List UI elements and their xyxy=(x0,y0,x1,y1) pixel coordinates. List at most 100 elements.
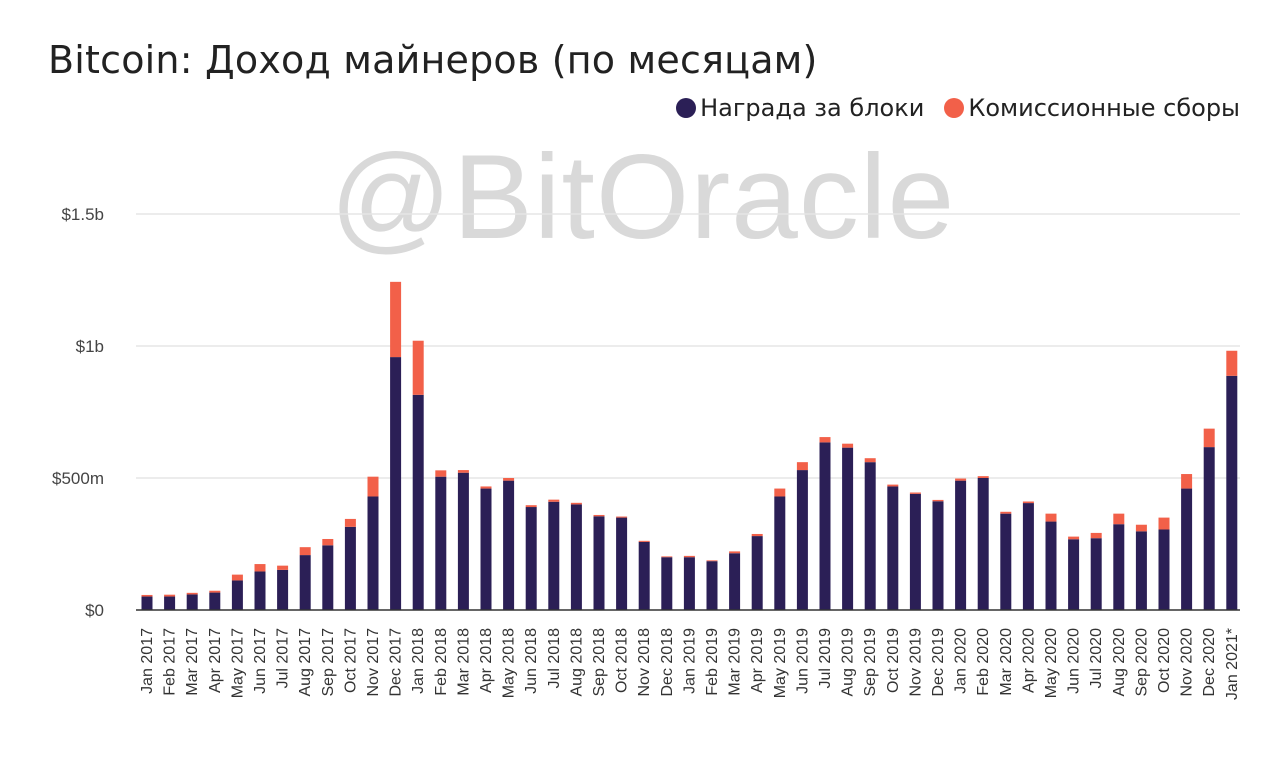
x-tick-label: Jan 2021* xyxy=(1224,628,1241,700)
bar-fees xyxy=(570,502,582,505)
x-tick-label: Apr 2017 xyxy=(207,628,224,693)
bar-fees xyxy=(254,564,266,572)
x-tick-label: Nov 2017 xyxy=(365,628,382,697)
bar-block-reward xyxy=(525,507,537,610)
bar-fees xyxy=(774,488,786,497)
bar-block-reward xyxy=(209,592,221,610)
y-tick-label: $0 xyxy=(85,601,104,620)
x-tick-label: Jan 2020 xyxy=(953,628,970,694)
x-tick-label: Sep 2019 xyxy=(862,628,879,697)
bar-block-reward xyxy=(503,480,515,610)
x-tick-label: Dec 2019 xyxy=(930,628,947,697)
x-tick-label: Sep 2020 xyxy=(1133,628,1150,697)
bar-fees xyxy=(977,476,989,478)
bar-block-reward xyxy=(593,516,605,610)
bar-block-reward xyxy=(616,517,628,610)
bar-fees xyxy=(367,476,379,497)
x-tick-label: May 2018 xyxy=(501,628,518,698)
bar-fees xyxy=(616,516,628,518)
x-tick-label: Aug 2019 xyxy=(840,628,857,697)
bar-block-reward xyxy=(638,541,650,610)
bar-fees xyxy=(864,458,876,463)
bar-fees xyxy=(164,594,176,597)
legend-swatch-fees xyxy=(944,98,965,118)
bar-fees xyxy=(661,556,673,558)
bar-block-reward xyxy=(1022,503,1034,610)
x-tick-label: Jul 2019 xyxy=(817,628,834,689)
bar-fees xyxy=(390,281,402,358)
x-tick-label: May 2020 xyxy=(1043,628,1060,698)
bar-fees xyxy=(1226,350,1238,376)
bar-block-reward xyxy=(1203,447,1215,610)
bar-block-reward xyxy=(480,488,492,610)
legend-item-block-reward: Награда за блоки xyxy=(676,94,924,122)
bar-block-reward xyxy=(909,493,921,610)
x-tick-label: Aug 2018 xyxy=(568,628,585,697)
bar-fees xyxy=(299,547,311,556)
bar-block-reward xyxy=(390,357,402,610)
bar-block-reward xyxy=(412,394,424,610)
x-tick-label: Oct 2017 xyxy=(342,628,359,693)
x-tick-label: Oct 2019 xyxy=(885,628,902,693)
bar-fees xyxy=(1203,428,1215,448)
bar-fees xyxy=(503,478,515,481)
bar-fees xyxy=(842,443,854,448)
bar-fees xyxy=(887,484,899,487)
bar-block-reward xyxy=(774,496,786,610)
bar-block-reward xyxy=(1181,488,1193,610)
bar-fees xyxy=(1158,517,1170,530)
x-tick-label: Jun 2017 xyxy=(252,628,269,694)
bar-block-reward xyxy=(864,462,876,610)
bar-fees xyxy=(1090,532,1102,539)
x-tick-label: Jul 2020 xyxy=(1088,628,1105,689)
bar-fees xyxy=(593,514,605,517)
bar-fees xyxy=(751,533,763,537)
legend-label-block-reward: Награда за блоки xyxy=(700,94,925,122)
bar-block-reward xyxy=(322,545,334,610)
bar-block-reward xyxy=(457,472,469,610)
bar-block-reward xyxy=(254,571,266,610)
bar-block-reward xyxy=(277,569,289,610)
bar-fees xyxy=(1045,513,1057,522)
bar-block-reward xyxy=(796,470,808,610)
chart-title: Bitcoin: Доход майнеров (по месяцам) xyxy=(48,38,818,82)
bar-block-reward xyxy=(1068,539,1080,610)
bar-fees xyxy=(1135,524,1147,532)
x-tick-label: Jun 2020 xyxy=(1066,628,1083,694)
x-tick-label: Jul 2018 xyxy=(546,628,563,689)
bar-block-reward xyxy=(1226,375,1238,610)
bar-block-reward xyxy=(548,501,560,610)
bar-fees xyxy=(729,551,741,554)
legend-label-fees: Комиссионные сборы xyxy=(968,94,1240,122)
x-tick-label: Feb 2019 xyxy=(704,628,721,696)
x-tick-label: Dec 2017 xyxy=(388,628,405,697)
bar-block-reward xyxy=(751,536,763,610)
bar-fees xyxy=(1068,536,1080,540)
x-tick-label: Dec 2018 xyxy=(659,628,676,697)
x-tick-label: Feb 2020 xyxy=(975,628,992,696)
x-tick-label: Sep 2018 xyxy=(591,628,608,697)
bar-block-reward xyxy=(299,555,311,610)
bar-fees xyxy=(277,565,289,570)
bar-fees xyxy=(955,478,967,481)
bar-block-reward xyxy=(955,480,967,610)
bar-fees xyxy=(548,499,560,502)
bar-block-reward xyxy=(344,526,356,610)
bar-block-reward xyxy=(729,553,741,610)
y-tick-label: $1.5b xyxy=(61,205,104,224)
bar-fees xyxy=(322,538,334,546)
bar-block-reward xyxy=(683,557,695,610)
x-tick-label: Dec 2020 xyxy=(1201,628,1218,697)
bar-fees xyxy=(1022,501,1034,504)
x-tick-label: Jan 2019 xyxy=(681,628,698,694)
bar-block-reward xyxy=(141,596,153,610)
bar-block-reward xyxy=(1135,531,1147,610)
bar-fees xyxy=(186,592,198,595)
bar-fees xyxy=(706,560,718,562)
bar-fees xyxy=(525,505,537,508)
bar-block-reward xyxy=(1045,521,1057,610)
bar-fees xyxy=(683,555,695,558)
x-tick-label: Nov 2018 xyxy=(636,628,653,697)
legend: Награда за блоки Комиссионные сборы xyxy=(676,94,1240,122)
